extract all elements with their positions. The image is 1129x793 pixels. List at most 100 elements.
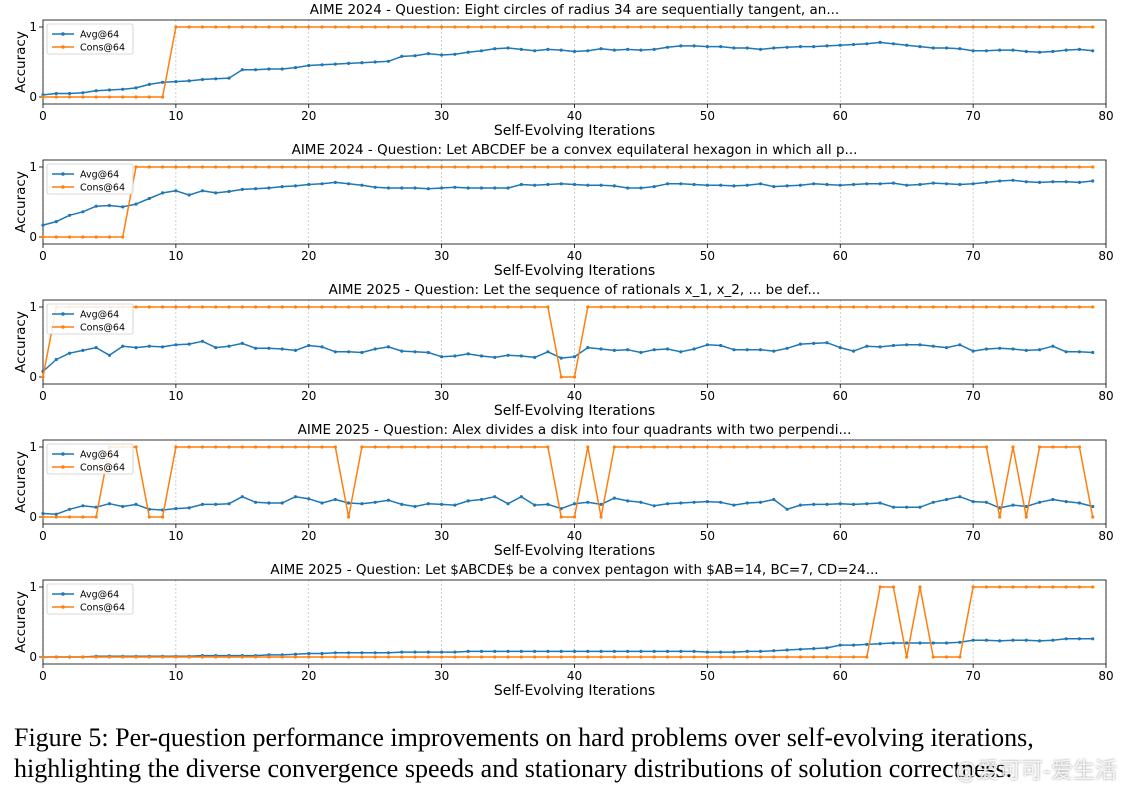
data-point xyxy=(931,181,935,185)
data-point xyxy=(1091,585,1095,589)
data-point xyxy=(147,196,151,201)
data-point xyxy=(772,46,776,50)
data-point xyxy=(121,87,125,91)
data-point xyxy=(479,655,484,659)
data-point xyxy=(320,305,324,309)
data-point xyxy=(612,496,616,500)
data-point xyxy=(1011,305,1015,309)
data-point xyxy=(905,43,909,47)
data-point xyxy=(1077,350,1082,354)
data-point xyxy=(400,165,404,169)
data-point xyxy=(160,165,165,169)
chart-panel-4: AIME 2025 - Question: Alex divides a dis… xyxy=(13,422,1114,559)
data-point xyxy=(918,585,922,589)
data-point xyxy=(347,515,351,519)
data-point xyxy=(160,345,165,349)
data-point xyxy=(1064,585,1068,589)
data-point xyxy=(307,25,311,29)
data-point xyxy=(905,445,909,449)
x-tick-label: 0 xyxy=(39,389,47,403)
data-point xyxy=(360,165,364,169)
data-point xyxy=(732,305,736,309)
legend-marker xyxy=(61,312,65,316)
data-point xyxy=(227,189,231,194)
x-tick-label: 60 xyxy=(833,669,848,683)
chart-title: AIME 2024 - Question: Let ABCDEF be a co… xyxy=(292,142,858,158)
data-point xyxy=(147,305,151,309)
data-point xyxy=(466,499,470,503)
data-point xyxy=(200,25,205,29)
data-point xyxy=(453,445,457,449)
data-point xyxy=(838,43,842,47)
data-point xyxy=(41,515,45,519)
data-point xyxy=(200,655,205,659)
data-point xyxy=(825,165,829,169)
data-point xyxy=(918,641,922,645)
data-point xyxy=(891,343,896,348)
data-point xyxy=(705,165,709,169)
data-point xyxy=(254,500,258,504)
data-point xyxy=(572,355,577,359)
x-axis-label: Self-Evolving Iterations xyxy=(494,403,655,419)
data-point xyxy=(347,651,351,655)
data-point xyxy=(599,515,603,519)
data-point xyxy=(400,349,404,353)
data-point xyxy=(307,165,311,169)
data-point xyxy=(851,445,856,449)
data-point xyxy=(626,445,630,449)
legend-label: Avg@64 xyxy=(80,170,119,181)
data-point xyxy=(506,25,510,29)
data-point xyxy=(200,165,205,169)
data-point xyxy=(958,343,962,347)
data-point xyxy=(519,649,523,654)
data-point xyxy=(825,445,829,449)
series-line-cons xyxy=(42,306,1093,378)
data-point xyxy=(347,350,351,354)
data-point xyxy=(400,54,404,59)
data-point xyxy=(94,505,98,509)
data-point xyxy=(54,512,58,516)
data-point xyxy=(918,343,922,347)
data-point xyxy=(758,182,763,186)
legend-label: Cons@64 xyxy=(80,603,125,614)
x-tick-label: 70 xyxy=(965,249,980,263)
data-point xyxy=(413,25,417,29)
data-point xyxy=(533,49,537,53)
data-point xyxy=(373,185,377,189)
data-point xyxy=(652,445,656,449)
data-point xyxy=(572,165,577,169)
data-point xyxy=(293,495,298,499)
data-point xyxy=(745,655,749,659)
data-point xyxy=(572,25,577,29)
data-point xyxy=(944,165,949,169)
data-point xyxy=(240,187,244,191)
data-point xyxy=(891,585,896,589)
data-point xyxy=(652,655,656,659)
x-tick-label: 60 xyxy=(833,109,848,123)
data-point xyxy=(1064,305,1068,309)
data-point xyxy=(998,506,1002,510)
data-point xyxy=(347,305,351,309)
data-point xyxy=(1024,638,1028,642)
data-point xyxy=(373,305,377,309)
data-point xyxy=(785,45,789,49)
data-point xyxy=(851,502,856,506)
data-point xyxy=(825,305,829,309)
data-point xyxy=(506,502,510,506)
data-point xyxy=(745,183,749,187)
data-point xyxy=(493,186,497,190)
data-point xyxy=(147,82,151,86)
data-point xyxy=(519,182,523,187)
data-point xyxy=(865,344,869,348)
data-point xyxy=(519,47,523,52)
data-point xyxy=(1064,165,1068,169)
data-point xyxy=(466,655,470,659)
data-point xyxy=(493,25,497,29)
data-point xyxy=(333,180,337,184)
data-point xyxy=(798,25,802,29)
data-point xyxy=(254,187,258,191)
data-point xyxy=(466,352,470,356)
data-point xyxy=(652,25,656,29)
data-point xyxy=(426,445,430,449)
data-point xyxy=(1051,305,1055,309)
